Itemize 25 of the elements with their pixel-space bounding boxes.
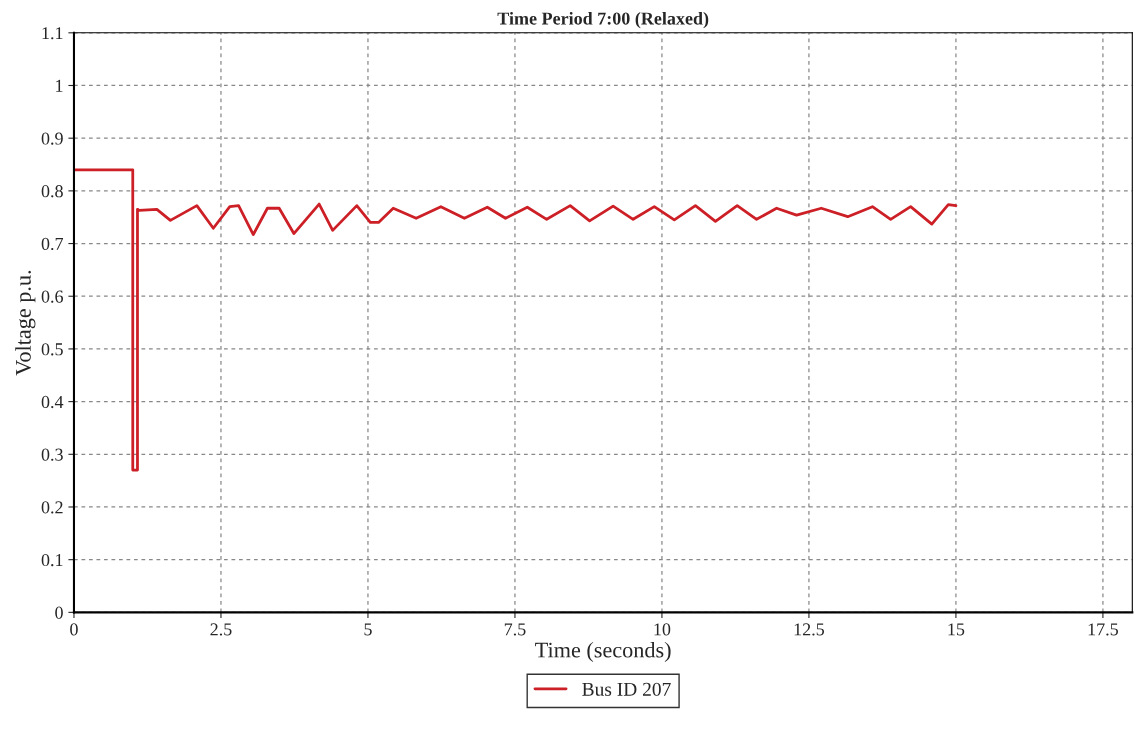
- x-tick-label: 10: [654, 623, 671, 636]
- y-tick-label: 1: [56, 79, 63, 92]
- x-tick-label: 2.5: [210, 623, 232, 636]
- x-tick-label: 0: [70, 623, 78, 636]
- y-tick-label: 0.1: [41, 553, 63, 567]
- y-tick-label: 0.3: [41, 448, 63, 461]
- y-tick-label: 0.2: [41, 501, 63, 514]
- x-tick-label: 12.5: [794, 623, 825, 636]
- y-tick-label: 0.6: [41, 290, 64, 303]
- y-tick-label: 0.4: [41, 395, 64, 409]
- y-tick-label: 0.9: [41, 132, 63, 145]
- x-tick-label: 15: [948, 623, 965, 636]
- legend-label: Bus ID 207: [582, 682, 671, 696]
- y-tick-label: 1.1: [42, 27, 63, 40]
- line-series: [73, 168, 958, 472]
- x-tick-label: 5: [364, 623, 372, 636]
- y-tick-label: 0.8: [41, 185, 63, 198]
- y-tick-label: 0.5: [41, 343, 63, 356]
- x-tick-label: 17.5: [1088, 623, 1119, 636]
- chart-title: Time Period 7:00 (Relaxed): [497, 11, 709, 29]
- x-axis-title: Time (seconds): [535, 641, 671, 663]
- y-tick-label: 0: [55, 606, 63, 619]
- y-tick-label: 0.7: [41, 237, 64, 251]
- y-axis-title: Voltage p.u.: [15, 270, 36, 376]
- x-tick-label: 7.5: [504, 623, 526, 636]
